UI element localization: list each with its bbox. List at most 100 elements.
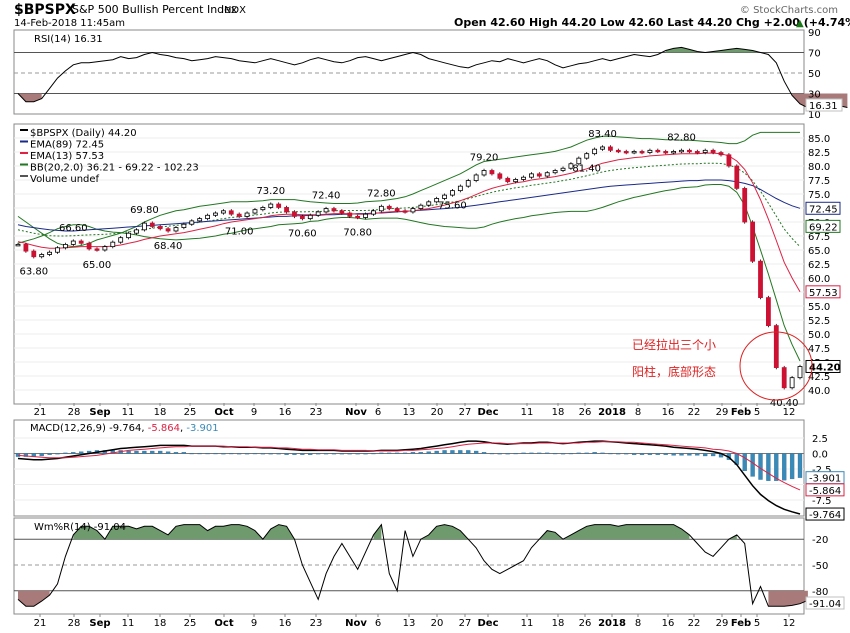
rsi-last-tag-box <box>805 98 843 112</box>
macd-hist-bar <box>181 452 187 454</box>
rsi-frame <box>13 29 805 115</box>
macd-hist-bar <box>71 452 76 454</box>
macd-hist-bar <box>560 453 566 455</box>
willr-line <box>17 523 809 607</box>
candle-body <box>197 218 203 222</box>
x-axis-label: 27 <box>459 407 472 418</box>
price-annotation: 79.20 <box>470 152 499 163</box>
macd-hist-bar <box>513 453 518 455</box>
note-line-2: 阳柱，底部形态 <box>632 364 716 379</box>
macd-hist-bar <box>703 453 708 457</box>
macd-hist-bar <box>458 450 463 454</box>
candle-body <box>726 154 732 167</box>
price-tags: 72.45 69.22 57.53 44.20 <box>805 201 841 373</box>
price-tag-box <box>805 285 841 299</box>
x-axis-label: 27 <box>459 618 472 629</box>
candle-body <box>473 174 479 181</box>
symbol-title: $BPSPX <box>14 2 76 18</box>
candle-body <box>750 221 756 262</box>
macd-hist-bar <box>774 453 779 481</box>
candle-body <box>323 208 329 213</box>
macd-hist-bar <box>229 453 234 455</box>
willr-tick-label: -80 <box>812 587 828 598</box>
candle-body <box>544 172 550 177</box>
rsi-line <box>17 46 848 111</box>
rsi-grid <box>14 52 804 94</box>
price-tag-text: 69.22 <box>809 222 838 233</box>
x-axis-label: Feb <box>731 618 751 629</box>
willr-fills <box>18 524 808 607</box>
candle-body <box>378 205 384 212</box>
macd-hist-bar <box>647 453 653 455</box>
x-axis-labels-bottom: 21 28 Sep 11 18 25 Oct 9 16 23 Nov 6 13 20 27 Dec 11 18 26… <box>34 614 796 629</box>
x-axis-label: 18 <box>552 618 565 629</box>
candle-body <box>157 226 163 230</box>
candle-body <box>655 149 661 153</box>
candle-body <box>244 212 250 217</box>
macd-hist-bar <box>766 453 771 481</box>
price-tag-box <box>805 219 841 233</box>
willr-grid <box>14 538 804 592</box>
x-axis-label: 29 <box>716 618 729 629</box>
x-axis-label: 12 <box>783 407 796 418</box>
x-axis-label: 16 <box>662 618 675 629</box>
price-annotation: 83.40 <box>588 129 617 140</box>
candle-body <box>268 203 274 208</box>
macd-tick-label: -2.5 <box>812 465 832 476</box>
x-axis-label: 23 <box>310 618 323 629</box>
x-axis-label: 8 <box>635 407 641 418</box>
macd-hist-bar <box>782 453 787 481</box>
macd-legend-v1: -9.764 <box>109 423 141 434</box>
macd-hist-bar <box>505 453 510 455</box>
macd-hist-bar <box>150 450 155 454</box>
bb-mid-line <box>17 162 801 248</box>
price-tick-label: 80.0 <box>808 162 830 173</box>
price-annotation: 75.60 <box>438 201 467 212</box>
macd-hist-bar <box>655 453 660 455</box>
candle-body <box>766 297 771 327</box>
candle-body <box>260 207 266 211</box>
macd-hist-bar <box>663 453 668 455</box>
macd-hist-bar <box>221 453 226 455</box>
macd-tick-label: 2.5 <box>812 434 828 445</box>
x-axis-label: Nov <box>345 618 367 629</box>
candle-body <box>457 185 463 192</box>
macd-hist-bar <box>189 453 194 455</box>
macd-hist-bar <box>55 453 60 455</box>
x-axis-label: 28 <box>68 407 81 418</box>
willr-overbought-fill <box>420 524 469 540</box>
x-axis-label: 6 <box>375 618 381 629</box>
macd-hist-bar <box>687 453 692 456</box>
candle-body <box>173 227 179 232</box>
x-axis-label: Oct <box>214 407 233 418</box>
candle-body <box>339 210 345 214</box>
macd-tick-label: 0.0 <box>812 450 828 461</box>
macd-hist-bar <box>797 453 803 478</box>
price-tick-label: 77.5 <box>808 176 830 187</box>
price-panel: 63.80 65.00 66.60 69.80 68.40 71.00 73.20 70.60… <box>13 123 841 409</box>
candle-body <box>781 367 787 389</box>
macd-hist-bar <box>679 453 684 456</box>
macd-hist-bar <box>789 453 795 480</box>
candle-body <box>465 180 471 187</box>
price-grid <box>14 137 804 391</box>
candle-body <box>141 222 147 231</box>
macd-hist-bar <box>142 450 147 454</box>
willr-last-tag-text: -91.04 <box>809 599 841 610</box>
ema13-line <box>17 152 801 293</box>
candle-body <box>718 152 724 156</box>
candle-body <box>292 211 297 217</box>
macd-hist-bar <box>158 450 163 454</box>
candle-body <box>536 173 542 177</box>
price-legend-entry: Volume undef <box>30 174 100 185</box>
candle-body <box>773 325 779 369</box>
willr-last-tag: -91.04 <box>805 596 845 610</box>
candle-body <box>481 170 487 176</box>
x-axis-label: 12 <box>783 618 796 629</box>
candle-body <box>410 208 416 213</box>
rsi-tick-label: 50 <box>808 69 821 80</box>
willr-panel: Wm%R(14) -91.04 -20 -50 -80 -91.04 <box>13 517 845 615</box>
macd-hist-bar <box>695 453 700 456</box>
price-tick-label: 65.0 <box>808 246 830 257</box>
